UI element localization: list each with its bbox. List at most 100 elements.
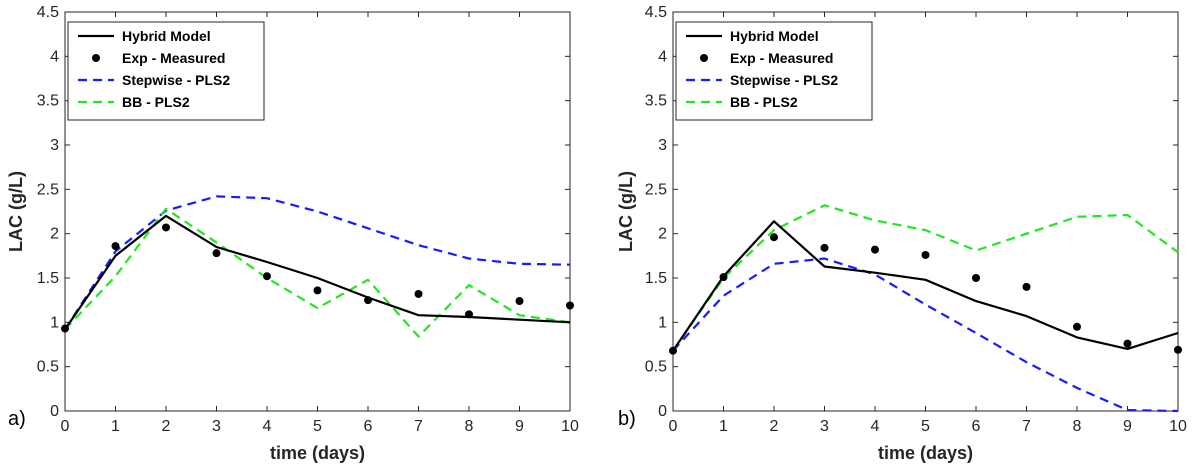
data-point bbox=[313, 286, 322, 295]
series-line bbox=[64, 214, 571, 331]
x-tick-label: 10 bbox=[561, 418, 579, 435]
series-bb-pls2 bbox=[672, 204, 1179, 352]
data-point bbox=[921, 250, 930, 259]
y-tick-label: 4.5 bbox=[645, 4, 667, 21]
y-tick-label: 2 bbox=[50, 226, 59, 243]
data-point bbox=[111, 242, 120, 251]
x-tick-label: 9 bbox=[1123, 418, 1132, 435]
y-tick-label: 2.5 bbox=[645, 181, 667, 198]
y-tick-label: 4 bbox=[658, 48, 667, 65]
data-point bbox=[1022, 282, 1031, 291]
y-axis-label: LAC (g/L) bbox=[6, 171, 26, 252]
y-tick-label: 3 bbox=[658, 137, 667, 154]
y-tick-label: 1 bbox=[658, 314, 667, 331]
y-tick-label: 0 bbox=[658, 403, 667, 420]
legend-entry: BB - PLS2 bbox=[730, 94, 798, 110]
y-tick-label: 4 bbox=[50, 48, 59, 65]
x-tick-label: 4 bbox=[263, 418, 272, 435]
legend-entry: Hybrid Model bbox=[122, 28, 211, 44]
series-hybrid-model bbox=[672, 220, 1179, 352]
legend-entry: Exp - Measured bbox=[122, 50, 225, 66]
legend-entry: Stepwise - PLS2 bbox=[122, 72, 230, 88]
legend-box bbox=[67, 21, 265, 121]
chart-panel-b: 0 1 2 3 4 5 6 7 8 9 10 0 0.5 1 1.5 2 2.5 3 3.5 4 4.5 time (da… bbox=[616, 4, 1187, 463]
data-point bbox=[566, 301, 574, 310]
data-point bbox=[61, 324, 69, 333]
x-tick-label: 4 bbox=[871, 418, 880, 435]
x-tick-label: 3 bbox=[212, 418, 221, 435]
data-point bbox=[162, 223, 170, 232]
x-tick-label: 7 bbox=[1022, 418, 1031, 435]
series-exp-measured bbox=[61, 223, 574, 333]
series-line bbox=[64, 195, 571, 330]
legend-entry: Stepwise - PLS2 bbox=[730, 72, 838, 88]
legend-entry: BB - PLS2 bbox=[122, 94, 190, 110]
x-tick-label: 0 bbox=[669, 418, 678, 435]
legend-entry: Exp - Measured bbox=[730, 50, 833, 66]
legend-swatch bbox=[700, 54, 708, 62]
series-hybrid-model bbox=[64, 214, 571, 331]
series-stepwise-pls2 bbox=[672, 257, 1179, 413]
data-point bbox=[212, 249, 221, 258]
y-axis-label: LAC (g/L) bbox=[616, 171, 636, 252]
x-tick-label: 2 bbox=[162, 418, 171, 435]
x-tick-label: 5 bbox=[313, 418, 322, 435]
series-bb-pls2 bbox=[64, 207, 571, 338]
x-tick-label: 8 bbox=[1073, 418, 1082, 435]
chart-panel-a: 0 1 2 3 4 5 6 7 8 9 10 0 0.5 1 1.5 2 2.5 3 3.5 4 4.5 time (da… bbox=[6, 4, 579, 463]
data-point bbox=[669, 346, 677, 355]
y-tick-label: 4.5 bbox=[37, 4, 59, 21]
legend-entry: Hybrid Model bbox=[730, 28, 819, 44]
x-axis-label: time (days) bbox=[270, 443, 365, 463]
x-tick-label: 2 bbox=[770, 418, 779, 435]
data-point bbox=[263, 272, 271, 281]
data-point bbox=[465, 310, 473, 319]
series-line bbox=[64, 207, 571, 338]
panel-label: b) bbox=[618, 408, 636, 430]
data-point bbox=[414, 289, 423, 298]
legend-swatch bbox=[92, 54, 100, 62]
y-tick-label: 2.5 bbox=[37, 181, 59, 198]
legend: Hybrid Model Exp - Measured Stepwise - PLS… bbox=[675, 21, 873, 121]
y-tick-label: 3.5 bbox=[645, 93, 667, 110]
data-point bbox=[820, 243, 829, 252]
y-tick-label: 0.5 bbox=[37, 359, 59, 376]
y-tick-label: 3 bbox=[50, 137, 59, 154]
x-tick-label: 10 bbox=[1169, 418, 1187, 435]
data-point bbox=[1073, 322, 1081, 331]
y-tick-label: 3.5 bbox=[37, 93, 59, 110]
x-tick-label: 9 bbox=[515, 418, 524, 435]
series-line bbox=[672, 204, 1179, 352]
panel-label: a) bbox=[8, 408, 26, 430]
x-tick-label: 1 bbox=[719, 418, 728, 435]
x-axis-label: time (days) bbox=[878, 443, 973, 463]
x-tick-label: 8 bbox=[465, 418, 474, 435]
y-tick-label: 2 bbox=[658, 226, 667, 243]
data-point bbox=[1123, 339, 1132, 348]
x-tick-label: 1 bbox=[111, 418, 120, 435]
x-tick-label: 6 bbox=[972, 418, 981, 435]
y-tick-label: 0 bbox=[50, 403, 59, 420]
x-tick-label: 6 bbox=[364, 418, 373, 435]
y-tick-label: 0.5 bbox=[645, 359, 667, 376]
x-tick-label: 7 bbox=[414, 418, 423, 435]
legend: Hybrid Model Exp - Measured Stepwise - PLS… bbox=[67, 21, 265, 121]
legend-box bbox=[675, 21, 873, 121]
data-point bbox=[972, 274, 980, 282]
data-point bbox=[719, 273, 728, 282]
y-tick-label: 1.5 bbox=[645, 270, 667, 287]
series-exp-measured bbox=[669, 233, 1182, 355]
series-line bbox=[672, 257, 1179, 413]
x-tick-label: 0 bbox=[61, 418, 70, 435]
x-tick-label: 3 bbox=[820, 418, 829, 435]
y-tick-label: 1.5 bbox=[37, 270, 59, 287]
y-tick-label: 1 bbox=[50, 314, 59, 331]
x-tick-label: 5 bbox=[921, 418, 930, 435]
data-point bbox=[364, 296, 372, 305]
data-point bbox=[515, 297, 524, 306]
series-stepwise-pls2 bbox=[64, 195, 571, 330]
data-point bbox=[1174, 345, 1182, 354]
series-line bbox=[672, 220, 1179, 352]
data-point bbox=[871, 245, 879, 254]
